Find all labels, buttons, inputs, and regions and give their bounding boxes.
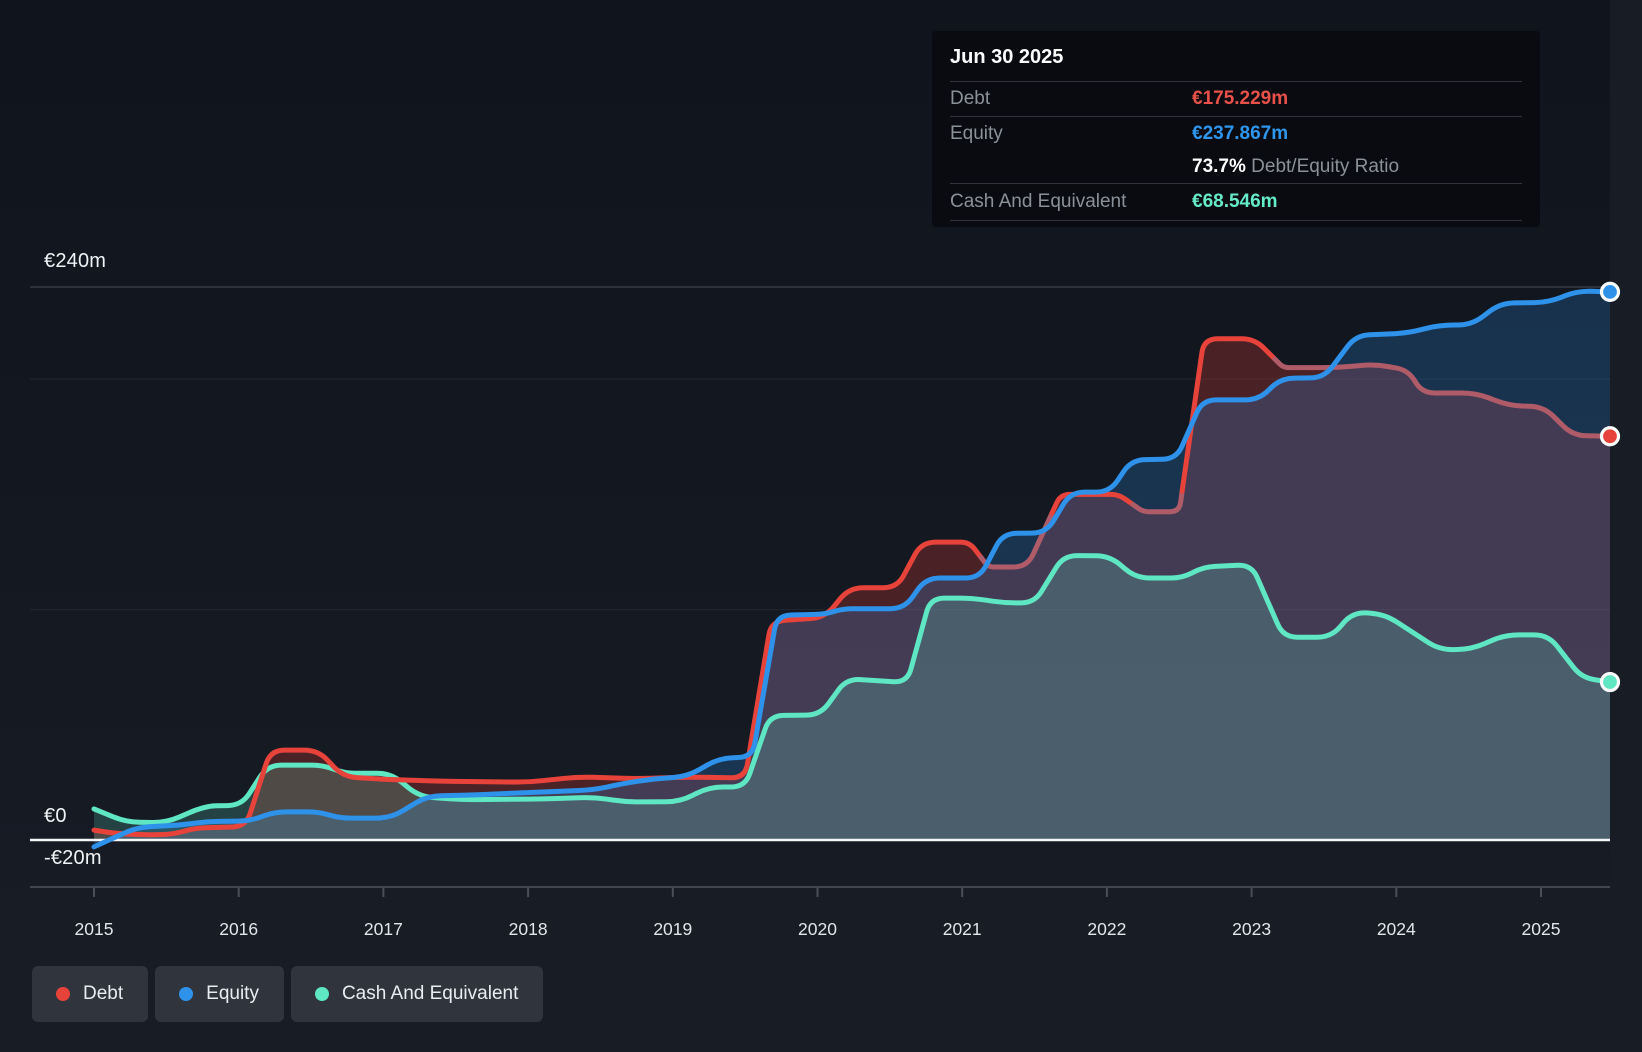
tooltip-cash-value: €68.546m <box>1192 191 1278 212</box>
chart-tooltip: Jun 30 2025 Debt €175.229m Equity €237.8… <box>932 31 1540 227</box>
cash-and-equivalent-line-0 <box>91 553 1613 826</box>
debt-line-0 <box>91 539 984 838</box>
tooltip-ratio-row: 73.7% Debt/Equity Ratio <box>950 151 1522 184</box>
legend-cash-label: Cash And Equivalent <box>341 983 519 1004</box>
tooltip-equity-row: Equity €237.867m <box>950 117 1522 151</box>
x-axis-label-2016: 2016 <box>219 919 258 939</box>
tooltip-ratio-value: 73.7% Debt/Equity Ratio <box>1192 156 1400 177</box>
debt-end-dot <box>1599 426 1621 447</box>
legend-item-equity[interactable]: Equity <box>155 966 284 1022</box>
debt-line-4 <box>1179 336 1278 494</box>
x-axis-label-2019: 2019 <box>653 919 692 939</box>
y-axis-label-zero: €0 <box>44 805 67 827</box>
equity-area <box>94 291 1610 847</box>
debt-line-3 <box>1130 488 1185 515</box>
x-axis-label-2017: 2017 <box>364 919 403 939</box>
chart-legend: Debt Equity Cash And Equivalent <box>32 966 544 1022</box>
tooltip-date: Jun 30 2025 <box>950 31 1522 82</box>
debt-area <box>94 338 1610 840</box>
debt-dot-icon <box>56 987 70 1001</box>
y-axis-label-neg20m: -€20m <box>44 847 102 869</box>
y-axis-label-240m: €240m <box>44 250 107 272</box>
legend-item-cash[interactable]: Cash And Equivalent <box>290 966 544 1022</box>
tooltip-ratio-label: Debt/Equity Ratio <box>1245 156 1400 177</box>
cash-end-dot <box>1599 671 1621 693</box>
x-axis-label-2022: 2022 <box>1087 919 1126 939</box>
equity-dot-icon <box>179 987 194 1001</box>
tooltip-equity-label: Equity <box>950 123 1003 144</box>
x-axis-label-2020: 2020 <box>798 919 837 939</box>
legend-debt-label: Debt <box>83 983 124 1004</box>
tooltip-equity-value: €237.867m <box>1192 123 1289 144</box>
debt-line-5 <box>1272 356 1613 439</box>
tooltip-debt-label: Debt <box>950 88 991 109</box>
tooltip-debt-value: €175.229m <box>1192 88 1289 109</box>
equity-end-dot <box>1599 281 1621 303</box>
tooltip-cash-label: Cash And Equivalent <box>950 191 1127 212</box>
equity-line-0 <box>91 288 1613 850</box>
x-axis-label-2021: 2021 <box>943 919 982 939</box>
legend-item-debt[interactable]: Debt <box>32 966 149 1022</box>
cash-and-equivalent-area <box>94 555 1610 840</box>
tooltip-debt-row: Debt €175.229m <box>950 82 1522 117</box>
x-axis-label-2024: 2024 <box>1377 919 1416 939</box>
legend-equity-label: Equity <box>206 983 259 1004</box>
x-axis-label-2023: 2023 <box>1232 919 1271 939</box>
cash-dot-icon <box>314 987 329 1001</box>
x-axis-label-2025: 2025 <box>1522 919 1561 939</box>
tooltip-cash-row: Cash And Equivalent €68.546m <box>950 184 1522 221</box>
x-axis-label-2015: 2015 <box>75 919 114 939</box>
x-axis-label-2018: 2018 <box>509 919 548 939</box>
